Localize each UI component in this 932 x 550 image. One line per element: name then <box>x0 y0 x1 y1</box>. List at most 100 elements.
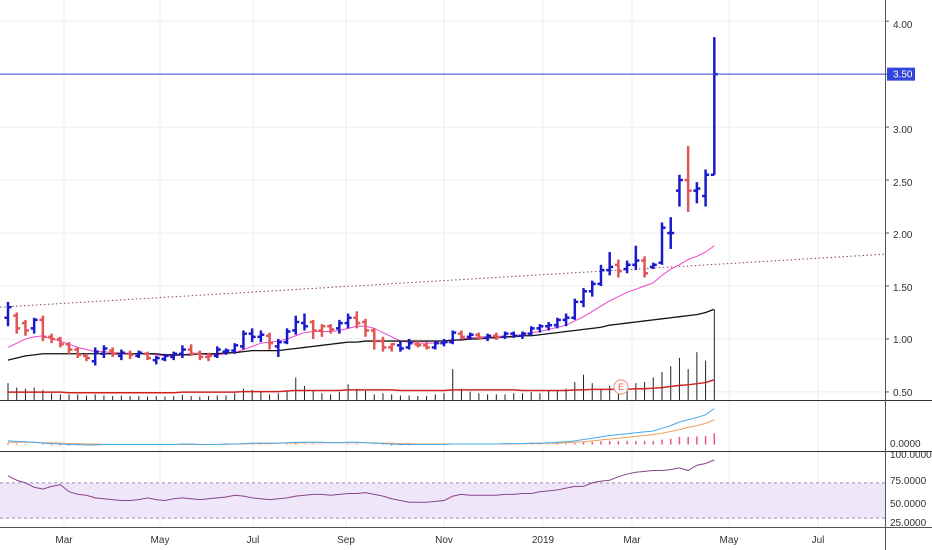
price-bars[interactable] <box>4 37 718 366</box>
ohlc-bar <box>536 324 544 333</box>
ohlc-bar <box>74 347 82 359</box>
ohlc-bar <box>388 342 396 352</box>
price-axis[interactable]: 4.00 3.00 2.50 2.00 1.50 1.00 0.50 3.50 <box>887 20 915 399</box>
price-tick-4-00: 4.00 <box>893 20 913 31</box>
time-label-may-2019: May <box>720 535 739 546</box>
ohlc-bar <box>257 330 265 343</box>
time-label-nov-2018: Nov <box>435 535 453 546</box>
ohlc-bar <box>466 332 474 341</box>
ohlc-bar <box>510 331 518 338</box>
ohlc-bar <box>65 342 73 354</box>
time-label-jul-2019: Jul <box>812 535 825 546</box>
ohlc-bar <box>248 328 256 343</box>
macd-axis: 0.0000 <box>890 439 921 450</box>
price-tick-1-00: 1.00 <box>893 335 913 346</box>
ohlc-bar <box>623 260 631 274</box>
ohlc-bar <box>266 332 274 350</box>
rsi-axis: 100.0000 75.0000 50.0000 25.0000 <box>890 450 932 529</box>
ohlc-bar <box>161 353 169 362</box>
ohlc-bar <box>144 351 152 361</box>
ohlc-bar <box>527 326 535 336</box>
time-label-mar-2019: Mar <box>623 535 641 546</box>
ohlc-bar <box>693 182 701 204</box>
macd-signal-line <box>8 419 715 445</box>
ohlc-bar <box>667 217 675 249</box>
macd-panel <box>7 408 716 446</box>
ohlc-bar <box>379 336 387 352</box>
time-label-jul-2018: Jul <box>247 535 260 546</box>
macd-axis-label: 0.0000 <box>890 439 921 450</box>
rsi-tick-25: 25.0000 <box>890 518 927 529</box>
price-tick-3-00: 3.00 <box>893 125 913 136</box>
ohlc-bar <box>100 345 108 359</box>
rsi-tick-50: 50.0000 <box>890 499 927 510</box>
ohlc-bar <box>396 341 404 352</box>
ohlc-bar <box>597 264 605 286</box>
ohlc-bar <box>91 347 99 366</box>
ohlc-bar <box>117 349 125 361</box>
rsi-tick-75: 75.0000 <box>890 476 927 487</box>
earnings-marker[interactable]: E <box>613 379 629 395</box>
ohlc-bar <box>475 332 483 341</box>
ohlc-bar <box>484 333 492 342</box>
moving-averages <box>7 245 715 361</box>
volume-bars <box>7 310 715 400</box>
ohlc-bar <box>178 345 186 359</box>
ohlc-bar <box>571 298 579 320</box>
earnings-marker-label: E <box>618 382 624 392</box>
time-label-mar-2018: Mar <box>55 535 73 546</box>
ohlc-bar <box>152 355 160 365</box>
ohlc-bar <box>457 330 465 339</box>
ohlc-bar <box>109 347 117 357</box>
ohlc-bar <box>658 222 666 265</box>
time-label-may-2018: May <box>151 535 170 546</box>
trendline <box>0 253 886 308</box>
price-trendline <box>0 253 886 308</box>
ohlc-bar <box>702 169 710 207</box>
ohlc-bar <box>580 288 588 308</box>
ohlc-bar <box>614 259 622 278</box>
ohlc-bar <box>344 313 352 329</box>
price-tick-2-50: 2.50 <box>893 178 913 189</box>
ohlc-bar <box>449 330 457 345</box>
current-price-tag-label: 3.50 <box>893 70 913 81</box>
earnings-marker-circle[interactable] <box>613 379 629 395</box>
time-axis[interactable]: Mar May Jul Sep Nov 2019 Mar May Jul <box>55 535 824 546</box>
price-tick-0-50: 0.50 <box>893 388 913 399</box>
ohlc-bar <box>13 312 21 334</box>
current-price-tag <box>887 67 915 81</box>
ohlc-bar <box>675 174 683 207</box>
ohlc-bar <box>492 332 500 341</box>
time-label-2019: 2019 <box>532 535 555 546</box>
ohlc-bar <box>518 331 526 339</box>
ohlc-bar <box>39 315 47 342</box>
ohlc-bar <box>309 319 317 339</box>
ohlc-bar <box>135 350 143 359</box>
ohlc-bar <box>684 146 692 212</box>
ohlc-bar <box>405 338 413 350</box>
ohlc-bar <box>641 256 649 278</box>
ohlc-bar <box>440 338 448 347</box>
ohlc-bar <box>48 333 56 344</box>
ohlc-bar <box>213 346 221 359</box>
time-label-sep-2018: Sep <box>337 535 355 546</box>
ohlc-bar <box>710 37 718 177</box>
ohlc-bar <box>21 319 29 336</box>
price-tick-1-50: 1.50 <box>893 283 913 294</box>
ohlc-bar <box>545 322 553 331</box>
ohlc-bar <box>231 343 239 354</box>
ohlc-bar <box>562 313 570 327</box>
ohlc-bar <box>606 252 614 276</box>
ohlc-bar <box>318 324 326 337</box>
macd-line <box>7 408 715 446</box>
ohlc-bar <box>414 341 422 348</box>
ohlc-bar <box>632 245 640 271</box>
ohlc-bar <box>187 344 195 356</box>
ohlc-bar <box>274 338 282 357</box>
ohlc-bar <box>370 328 378 350</box>
ohlc-bar <box>553 317 561 329</box>
ohlc-bar <box>30 317 38 334</box>
ohlc-bar <box>335 319 343 334</box>
